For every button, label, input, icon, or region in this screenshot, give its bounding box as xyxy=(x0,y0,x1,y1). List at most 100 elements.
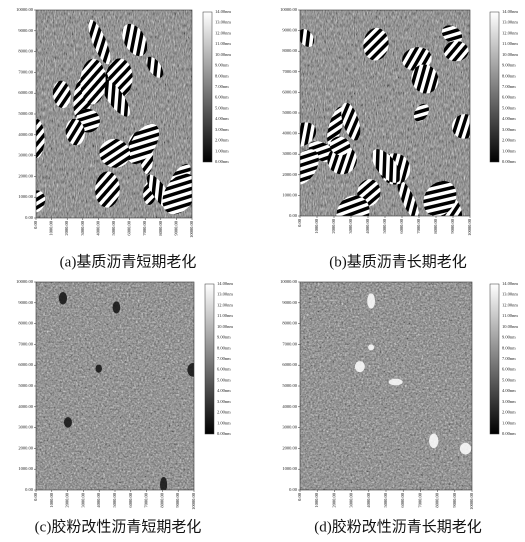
y-tick-label: 2000.00 xyxy=(282,172,297,177)
x-tick-label: 10000.00 xyxy=(189,220,194,238)
colorbar-label: 2.00nm xyxy=(502,138,516,143)
spot xyxy=(95,364,101,372)
colorbar-label: 10.00nm xyxy=(502,52,518,57)
colorbar-label: 2.00nm xyxy=(215,138,229,143)
x-tick-label: 8000.00 xyxy=(158,220,163,235)
x-tick-label: 6000.00 xyxy=(128,492,133,507)
y-tick-label: 6000.00 xyxy=(18,362,33,367)
colorbar-label: 10.00nm xyxy=(502,324,518,329)
colorbar-label: 4.00nm xyxy=(217,388,231,393)
colorbar-label: 11.00nm xyxy=(502,313,518,318)
colorbar-label: 13.00nm xyxy=(502,20,518,25)
y-tick-label: 7000.00 xyxy=(18,69,33,74)
y-tick-label: 2000.00 xyxy=(18,173,33,178)
y-tick-label: 3000.00 xyxy=(18,153,33,158)
x-tick-label: 7000.00 xyxy=(417,492,422,507)
y-tick-label: 3000.00 xyxy=(282,425,297,430)
x-tick-label: 8000.00 xyxy=(433,218,438,233)
colorbar-label: 0.00nm xyxy=(217,431,231,436)
y-tick-label: 0.00 xyxy=(25,215,34,220)
y-tick-label: 10000.00 xyxy=(16,7,34,12)
colorbar-label: 5.00nm xyxy=(215,105,229,110)
x-tick-label: 2000.00 xyxy=(331,218,336,233)
x-tick-label: 4000.00 xyxy=(366,492,371,507)
colorbar-label: 6.00nm xyxy=(215,95,229,100)
x-tick-label: 1000.00 xyxy=(314,218,319,233)
colorbar-label: 11.00nm xyxy=(217,313,233,318)
spot xyxy=(367,293,375,308)
x-tick-label: 3000.00 xyxy=(348,218,353,233)
x-tick-label: 8000.00 xyxy=(435,492,440,507)
colorbar-label: 10.00nm xyxy=(217,324,233,329)
afm-panel: 10000.009000.008000.007000.006000.005000… xyxy=(16,7,231,270)
x-tick-label: 0.00 xyxy=(297,218,302,227)
colorbar xyxy=(203,12,212,162)
afm-image xyxy=(36,282,199,492)
y-tick-label: 7000.00 xyxy=(18,341,33,346)
colorbar-label: 14.00nm xyxy=(502,9,518,14)
x-tick-label: 2000.00 xyxy=(331,492,336,507)
y-tick-label: 6000.00 xyxy=(282,89,297,94)
afm-image xyxy=(300,282,472,490)
y-tick-label: 1000.00 xyxy=(18,194,33,199)
colorbar-label: 8.00nm xyxy=(502,73,516,78)
y-tick-label: 0.00 xyxy=(25,487,34,492)
colorbar-label: 7.00nm xyxy=(502,356,516,361)
image-texture xyxy=(300,282,472,490)
spot xyxy=(429,434,438,449)
y-tick-label: 2000.00 xyxy=(18,445,33,450)
stripe-domain xyxy=(444,41,469,61)
y-tick-label: 10000.00 xyxy=(16,279,34,284)
x-tick-label: 10000.00 xyxy=(191,492,196,510)
image-texture xyxy=(36,282,194,490)
y-tick-label: 7000.00 xyxy=(282,69,297,74)
y-tick-label: 5000.00 xyxy=(282,383,297,388)
colorbar-label: 7.00nm xyxy=(217,356,231,361)
colorbar-label: 14.00nm xyxy=(502,281,518,286)
colorbar-label: 12.00nm xyxy=(215,30,231,35)
colorbar-label: 6.00nm xyxy=(217,367,231,372)
x-tick-label: 4000.00 xyxy=(95,220,100,235)
x-tick-label: 0.00 xyxy=(297,492,302,501)
colorbar-label: 2.00nm xyxy=(502,410,516,415)
colorbar-label: 3.00nm xyxy=(502,399,516,404)
afm-panel: 10000.009000.008000.007000.006000.005000… xyxy=(16,279,233,535)
x-tick-label: 7000.00 xyxy=(416,218,421,233)
colorbar-label: 1.00nm xyxy=(502,420,516,425)
x-tick-label: 1000.00 xyxy=(314,492,319,507)
colorbar-label: 2.00nm xyxy=(217,410,231,415)
y-tick-label: 3000.00 xyxy=(282,151,297,156)
x-tick-label: 5000.00 xyxy=(382,218,387,233)
y-tick-label: 4000.00 xyxy=(18,404,33,409)
colorbar-label: 8.00nm xyxy=(215,73,229,78)
colorbar-label: 8.00nm xyxy=(502,345,516,350)
colorbar-label: 11.00nm xyxy=(215,41,231,46)
colorbar-label: 9.00nm xyxy=(217,335,231,340)
x-tick-label: 6000.00 xyxy=(399,218,404,233)
colorbar-label: 3.00nm xyxy=(502,127,516,132)
x-tick-label: 7000.00 xyxy=(142,220,147,235)
colorbar-label: 1.00nm xyxy=(502,148,516,153)
colorbar-label: 5.00nm xyxy=(217,377,231,382)
y-tick-label: 4000.00 xyxy=(282,131,297,136)
x-tick-label: 5000.00 xyxy=(383,492,388,507)
y-tick-label: 9000.00 xyxy=(18,300,33,305)
x-tick-label: 2000.00 xyxy=(65,492,70,507)
x-tick-label: 1000.00 xyxy=(49,220,54,235)
y-tick-label: 4000.00 xyxy=(18,132,33,137)
x-tick-label: 8000.00 xyxy=(159,492,164,507)
y-tick-label: 5000.00 xyxy=(18,111,33,116)
y-tick-label: 7000.00 xyxy=(282,341,297,346)
y-tick-label: 8000.00 xyxy=(282,48,297,53)
colorbar-label: 13.00nm xyxy=(215,20,231,25)
y-tick-label: 8000.00 xyxy=(18,49,33,54)
colorbar-label: 12.00nm xyxy=(217,302,233,307)
panel-caption: (b)基质沥青长期老化 xyxy=(329,253,467,270)
colorbar-label: 0.00nm xyxy=(502,159,516,164)
y-tick-label: 8000.00 xyxy=(18,321,33,326)
colorbar-label: 9.00nm xyxy=(502,335,516,340)
figure: 10000.00 9000.00 8000.00 7000.00 6000.00 5000… xyxy=(0,0,525,542)
colorbar-label: 4.00nm xyxy=(502,116,516,121)
colorbar-label: 5.00nm xyxy=(502,377,516,382)
colorbar-label: 0.00nm xyxy=(502,431,516,436)
